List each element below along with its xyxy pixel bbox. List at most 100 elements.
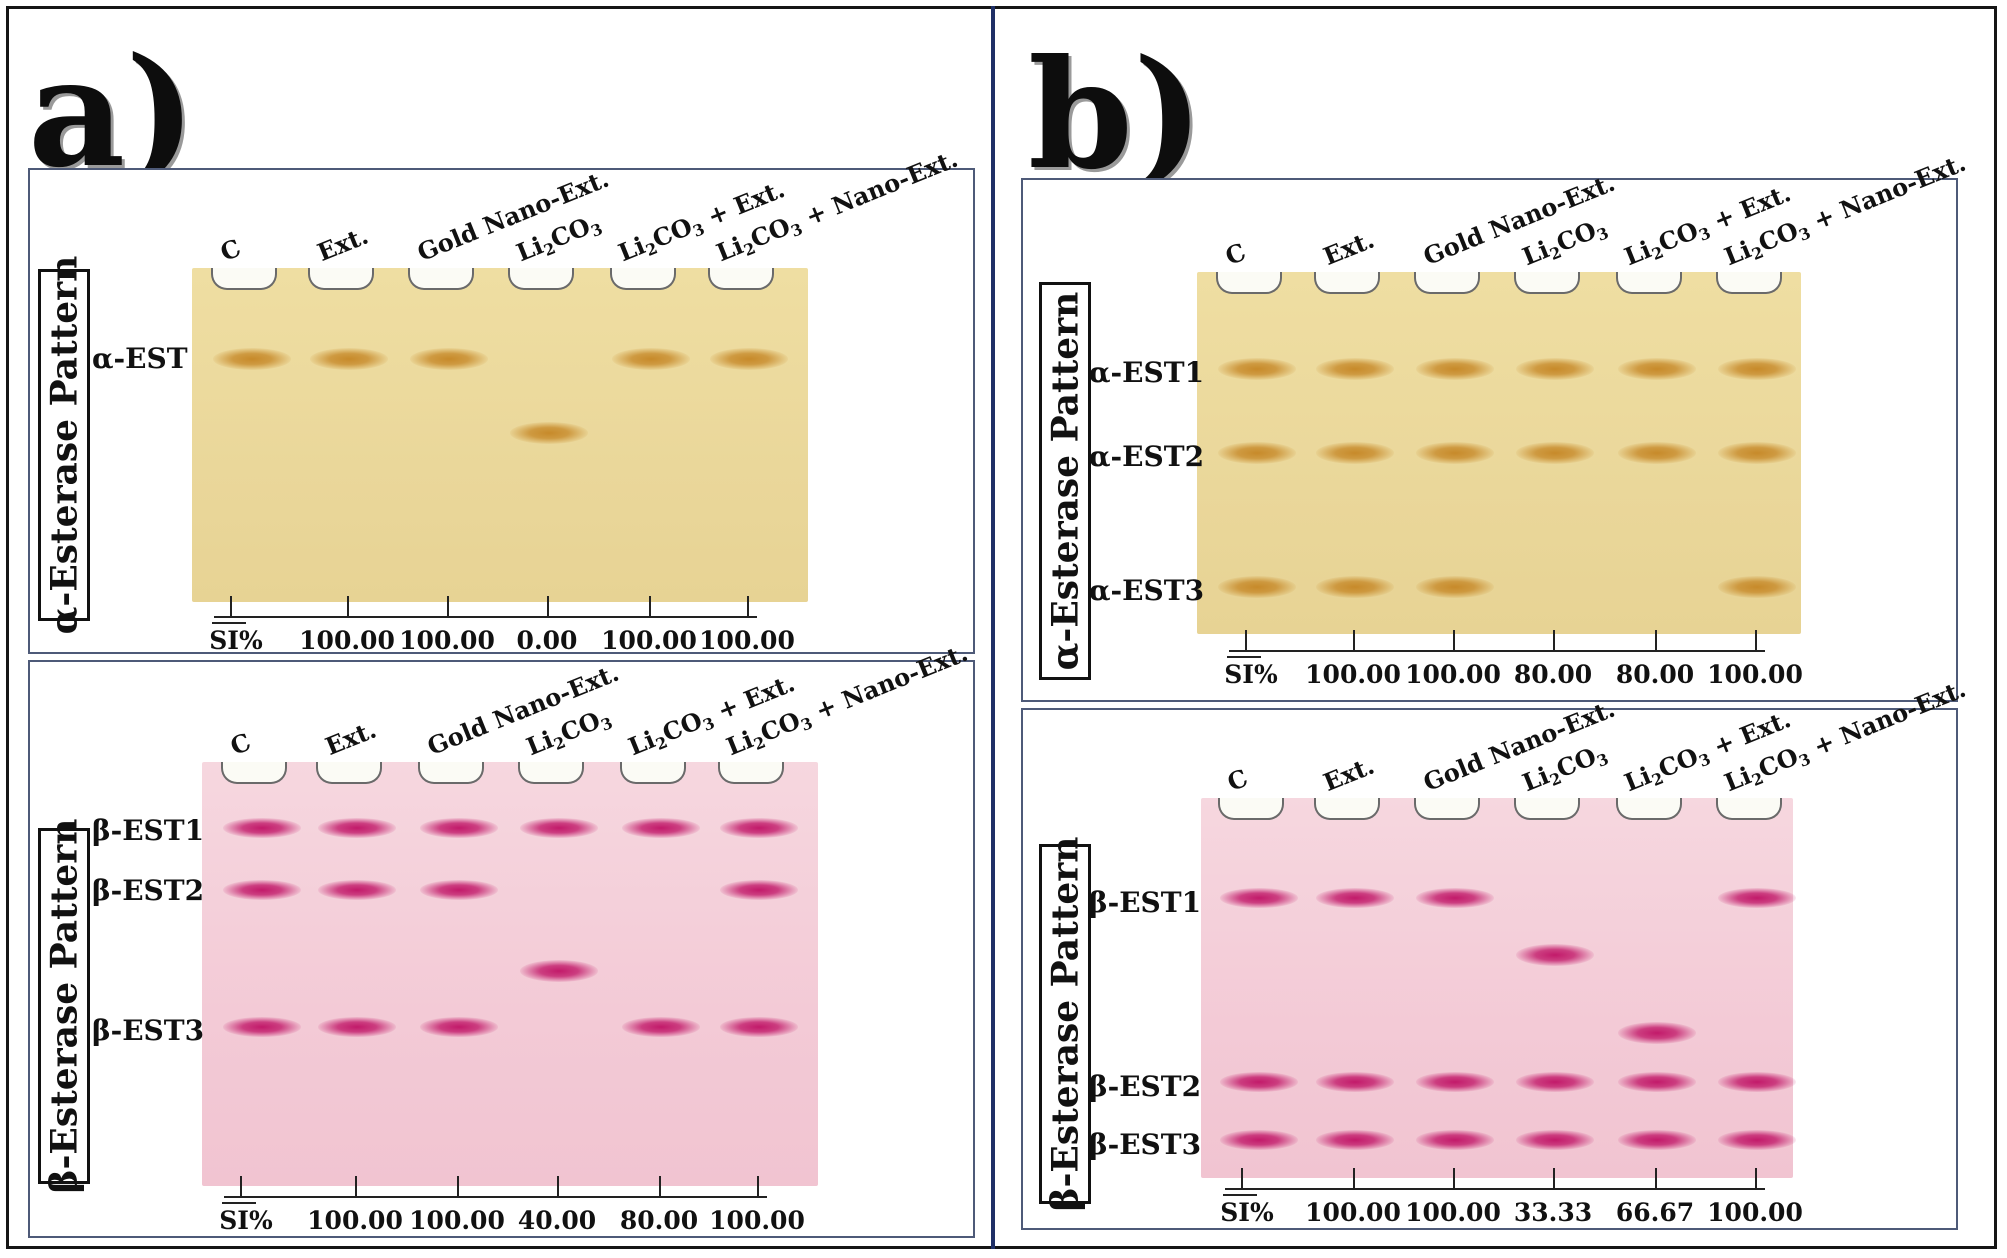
extra-band-2 xyxy=(1618,1022,1696,1044)
band-3-lane-2 xyxy=(1316,576,1394,598)
si-value-5: 100.00 xyxy=(1707,660,1803,689)
panel-a-alpha-title-box: α-Esterase Pattern xyxy=(38,256,90,634)
well-4 xyxy=(508,268,574,290)
band-3-lane-1 xyxy=(1218,576,1296,598)
si-label: SI% xyxy=(209,626,263,655)
si-tick-3 xyxy=(447,596,449,618)
si-value-1: 100.00 xyxy=(299,626,395,655)
si-tick-6 xyxy=(747,596,749,618)
well-4 xyxy=(1514,272,1580,294)
panel-a-beta-box: β-Esterase Pattern C Ext. Gold Nano-Ext. Li… xyxy=(28,638,975,1238)
si-axis xyxy=(224,1196,767,1198)
band-1-lane-2 xyxy=(318,818,396,838)
panel-b-alpha-title-box: α-Esterase Pattern xyxy=(1039,282,1091,680)
band-3-lane-3 xyxy=(1416,1130,1494,1150)
si-axis-double xyxy=(212,622,246,624)
band-1-lane-3 xyxy=(1416,888,1494,908)
band-label-1: β-EST1 xyxy=(1089,886,1202,919)
si-tick-3 xyxy=(1453,1168,1455,1190)
si-label: SI% xyxy=(1224,660,1278,689)
well-3 xyxy=(408,268,474,290)
band-3-lane-1 xyxy=(223,1017,301,1037)
lane-label-2: Ext. xyxy=(1319,224,1379,271)
si-tick-3 xyxy=(457,1176,459,1198)
panel-a-letter: a) xyxy=(28,25,197,201)
band-label-1: β-EST1 xyxy=(92,814,205,847)
band-1-lane-2 xyxy=(1316,358,1394,380)
well-3 xyxy=(1414,798,1480,820)
si-axis xyxy=(1225,1188,1765,1190)
band-1-lane-6 xyxy=(1718,888,1796,908)
si-axis-double xyxy=(222,1202,256,1204)
band-2-lane-6 xyxy=(1718,442,1796,464)
band-1-lane-4 xyxy=(520,818,598,838)
extra-band-1 xyxy=(1516,944,1594,966)
lane-label-1: C xyxy=(226,726,255,761)
figure-frame xyxy=(6,6,1997,1249)
well-5 xyxy=(1616,272,1682,294)
lane-label-1: C xyxy=(216,232,245,267)
band-2-lane-6 xyxy=(720,880,798,900)
si-tick-2 xyxy=(1353,630,1355,652)
si-value-3: 33.33 xyxy=(1513,1198,1593,1227)
well-1 xyxy=(221,762,287,784)
band-3-lane-6 xyxy=(1718,1130,1796,1150)
si-tick-2 xyxy=(1353,1168,1355,1190)
si-tick-1 xyxy=(240,1176,242,1198)
si-axis-double xyxy=(1227,656,1261,658)
panel-b-alpha-box: α-Esterase Pattern C Ext. Gold Nano-Ext. Li… xyxy=(1021,148,1970,702)
band-3-lane-5 xyxy=(1618,1130,1696,1150)
band-label-3: β-EST3 xyxy=(92,1014,205,1047)
well-3 xyxy=(418,762,484,784)
well-1 xyxy=(1218,798,1284,820)
si-axis-double xyxy=(1223,1194,1257,1196)
panel-a-alpha-title: α-Esterase Pattern xyxy=(43,255,85,635)
si-value-1: 100.00 xyxy=(1305,1198,1401,1227)
band-label-2: α-EST2 xyxy=(1089,440,1205,473)
si-value-2: 100.00 xyxy=(1405,660,1501,689)
si-value-3: 0.00 xyxy=(516,626,578,655)
si-tick-1 xyxy=(1241,1168,1243,1190)
well-4 xyxy=(518,762,584,784)
band-1-lane-6 xyxy=(720,818,798,838)
band-2-lane-3 xyxy=(1416,442,1494,464)
well-5 xyxy=(610,268,676,290)
band-3-lane-6 xyxy=(1718,576,1796,598)
panel-b-alpha-title: α-Esterase Pattern xyxy=(1044,291,1086,671)
band-1-lane-2 xyxy=(1316,888,1394,908)
si-label: SI% xyxy=(1220,1198,1274,1227)
band-2-lane-3 xyxy=(1416,1072,1494,1092)
si-value-5: 100.00 xyxy=(1707,1198,1803,1227)
si-value-1: 100.00 xyxy=(1305,660,1401,689)
si-tick-5 xyxy=(1655,630,1657,652)
si-tick-4 xyxy=(1553,630,1555,652)
band-1-lane-6 xyxy=(710,348,788,370)
panel-b-alpha-gel xyxy=(1197,272,1801,634)
well-1 xyxy=(211,268,277,290)
well-2 xyxy=(1314,798,1380,820)
si-value-4: 80.00 xyxy=(1615,660,1695,689)
panel-a-alpha-box: α-Esterase Pattern C Ext. Gold Nano-Ext. Li… xyxy=(28,144,975,655)
band-1-lane-5 xyxy=(612,348,690,370)
panel-a-alpha-gel xyxy=(192,268,808,602)
band-1-lane-3 xyxy=(420,818,498,838)
si-tick-1 xyxy=(230,596,232,618)
band-label-3: β-EST3 xyxy=(1089,1128,1202,1161)
band-2-lane-6 xyxy=(1718,1072,1796,1092)
si-value-2: 100.00 xyxy=(399,626,495,655)
well-5 xyxy=(1616,798,1682,820)
band-3-lane-3 xyxy=(1416,576,1494,598)
si-tick-5 xyxy=(1655,1168,1657,1190)
lane-label-2: Ext. xyxy=(321,714,381,761)
si-tick-4 xyxy=(547,596,549,618)
band-1-lane-1 xyxy=(223,818,301,838)
si-value-1: 100.00 xyxy=(307,1206,403,1235)
si-tick-6 xyxy=(757,1176,759,1198)
well-1 xyxy=(1216,272,1282,294)
band-1-lane-1 xyxy=(1220,888,1298,908)
band-1-lane-2 xyxy=(310,348,388,370)
extra-band-1 xyxy=(520,960,598,982)
band-1-lane-3 xyxy=(1416,358,1494,380)
si-tick-4 xyxy=(1553,1168,1555,1190)
si-value-5: 100.00 xyxy=(699,626,795,655)
